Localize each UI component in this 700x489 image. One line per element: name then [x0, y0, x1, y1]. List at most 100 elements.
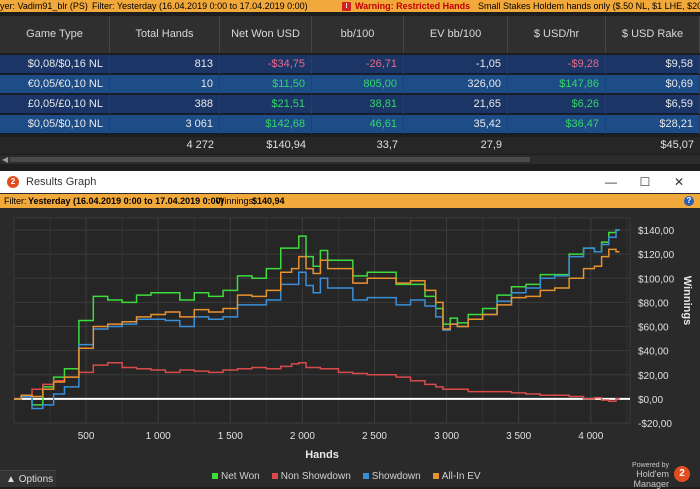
y-tick-label: $40,00	[638, 347, 669, 358]
legend-label: All-In EV	[441, 471, 481, 482]
warning-text: Warning: Restricted Hands	[355, 1, 471, 11]
table-cell-bb100: 46,61	[312, 115, 404, 134]
table-cell-ev: 326,00	[404, 75, 508, 94]
legend-label: Non Showdown	[280, 471, 351, 482]
minimize-icon[interactable]: —	[605, 175, 617, 189]
legend-swatch	[212, 473, 218, 480]
summary-rake: $45,07	[660, 139, 694, 151]
series-line-showdown	[14, 229, 620, 410]
legend-swatch	[432, 473, 439, 480]
table-row[interactable]: €0,05/€0,10 NL Holdem10$11,50805,00326,0…	[0, 75, 700, 109]
top-filter-bar: yer: Vadim91_blr (PS) Filter: Yesterday …	[0, 0, 700, 12]
table-cell-game: £0,05/£0,10 NL Holdem	[0, 95, 110, 129]
legend-label: Net Won	[221, 471, 260, 482]
table-cell-rake: $28,21	[606, 115, 700, 134]
player-label: yer: Vadim91_blr (PS)	[0, 1, 88, 11]
table-cell-game: $0,05/$0,10 NL Holdem	[0, 115, 110, 149]
legend-item[interactable]: Non Showdown	[271, 471, 351, 482]
table-cell-hands: 388	[110, 95, 220, 114]
summary-bb100: 33,7	[376, 139, 398, 151]
y-tick-label: $20,00	[638, 371, 669, 382]
y-tick-label: $120,00	[638, 250, 675, 261]
legend-swatch	[362, 473, 369, 480]
table-cell-bb100: 805,00	[312, 75, 404, 94]
y-axis-label: Winnings	[681, 276, 693, 325]
summary-ev: 27,9	[480, 139, 502, 151]
summary-row: 4 272 $140,94 33,7 27,9 $45,07	[0, 137, 700, 154]
table-cell-hr: $147,86	[508, 75, 606, 94]
table-cell-rake: $6,59	[606, 95, 700, 114]
table-cell-game: €0,05/€0,10 NL Holdem	[0, 75, 110, 109]
x-tick-label: 1 000	[146, 431, 171, 442]
winnings-label: Winnings:	[216, 196, 256, 206]
graph-filter-value[interactable]: Yesterday (16.04.2019 0:00 to 17.04.2019…	[28, 196, 224, 206]
brand-text: Powered by Hold'em Manager	[632, 462, 669, 489]
column-header-usd-hr[interactable]: $ USD/hr	[508, 16, 606, 53]
x-tick-label: 4 000	[578, 431, 603, 442]
column-header-total-hands[interactable]: Total Hands	[110, 16, 220, 53]
table-cell-net: $142,68	[220, 115, 312, 134]
table-cell-ev: 21,65	[404, 95, 508, 114]
horizontal-scrollbar[interactable]: ◀	[0, 155, 700, 164]
close-icon[interactable]: ✕	[673, 175, 685, 189]
plot-area	[13, 217, 631, 424]
table-cell-ev: 35,42	[404, 115, 508, 134]
x-tick-label: 500	[78, 431, 95, 442]
table-cell-hr: -$9,28	[508, 55, 606, 74]
brand-logo-icon: 2	[674, 466, 690, 482]
warning-detail: Small Stakes Holdem hands only ($.50 NL,…	[478, 1, 700, 11]
legend-item[interactable]: Net Won	[212, 471, 260, 482]
table-row[interactable]: £0,05/£0,10 NL Holdem388$21,5138,8121,65…	[0, 95, 700, 129]
app-logo-icon: 2	[7, 176, 19, 188]
column-header-usd-rake[interactable]: $ USD Rake	[606, 16, 700, 53]
options-button[interactable]: ▲ Options	[0, 470, 56, 487]
scroll-left-icon[interactable]: ◀	[2, 155, 9, 164]
y-tick-label: $80,00	[638, 298, 669, 309]
y-tick-label: $0,00	[638, 395, 663, 406]
summary-hr	[508, 137, 606, 154]
x-tick-label: 2 500	[362, 431, 387, 442]
y-tick-label: $60,00	[638, 323, 669, 334]
series-line-non-showdown	[14, 361, 620, 403]
table-cell-hr: $6,26	[508, 95, 606, 114]
help-icon[interactable]: ?	[684, 196, 694, 206]
table-cell-game: $0,08/$0,16 NL Holdem	[0, 55, 110, 89]
summary-net: $140,94	[266, 139, 306, 151]
y-tick-label: -$20,00	[638, 419, 672, 430]
legend-item[interactable]: All-In EV	[432, 471, 481, 482]
warning-icon: !	[342, 0, 351, 12]
x-tick-label: 3 000	[434, 431, 459, 442]
table-cell-hands: 813	[110, 55, 220, 74]
column-header-net-won[interactable]: Net Won USD	[220, 16, 312, 53]
chart-legend: Net Won Non Showdown Showdown All-In EV	[212, 471, 493, 482]
filter-label[interactable]: Filter: Yesterday (16.04.2019 0:00 to 17…	[92, 1, 308, 11]
column-header-ev-bb100[interactable]: EV bb/100	[404, 16, 508, 53]
table-cell-net: $11,50	[220, 75, 312, 94]
table-cell-bb100: 38,81	[312, 95, 404, 114]
table-cell-bb100: -26,71	[312, 55, 404, 74]
series-line-all-in-ev	[14, 248, 620, 400]
table-cell-rake: $9,58	[606, 55, 700, 74]
table-row[interactable]: $0,05/$0,10 NL Holdem3 061$142,6846,6135…	[0, 115, 700, 149]
maximize-icon[interactable]: ☐	[639, 175, 651, 189]
x-tick-label: 3 500	[506, 431, 531, 442]
graph-filter-bar: Filter: Yesterday (16.04.2019 0:00 to 17…	[0, 194, 700, 208]
winnings-value: $140,94	[252, 196, 285, 206]
column-header-bb100[interactable]: bb/100	[312, 16, 404, 53]
table-cell-net: -$34,75	[220, 55, 312, 74]
window-titlebar: 2 Results Graph — ☐ ✕	[0, 171, 700, 193]
results-graph-window: 2 Results Graph — ☐ ✕ Filter: Yesterday …	[0, 171, 700, 489]
table-cell-hands: 3 061	[110, 115, 220, 134]
table-cell-hr: $36,47	[508, 115, 606, 134]
table-row[interactable]: $0,08/$0,16 NL Holdem813-$34,75-26,71-1,…	[0, 55, 700, 89]
x-tick-label: 1 500	[218, 431, 243, 442]
legend-item[interactable]: Showdown	[362, 471, 421, 482]
table-cell-hands: 10	[110, 75, 220, 94]
table-cell-ev: -1,05	[404, 55, 508, 74]
y-tick-label: $100,00	[638, 274, 675, 285]
x-axis-label: Hands	[305, 449, 339, 461]
table-cell-rake: $0,69	[606, 75, 700, 94]
column-header-game-type[interactable]: Game Type	[0, 16, 110, 53]
scrollbar-thumb[interactable]	[10, 157, 530, 162]
window-title: Results Graph	[26, 176, 97, 188]
